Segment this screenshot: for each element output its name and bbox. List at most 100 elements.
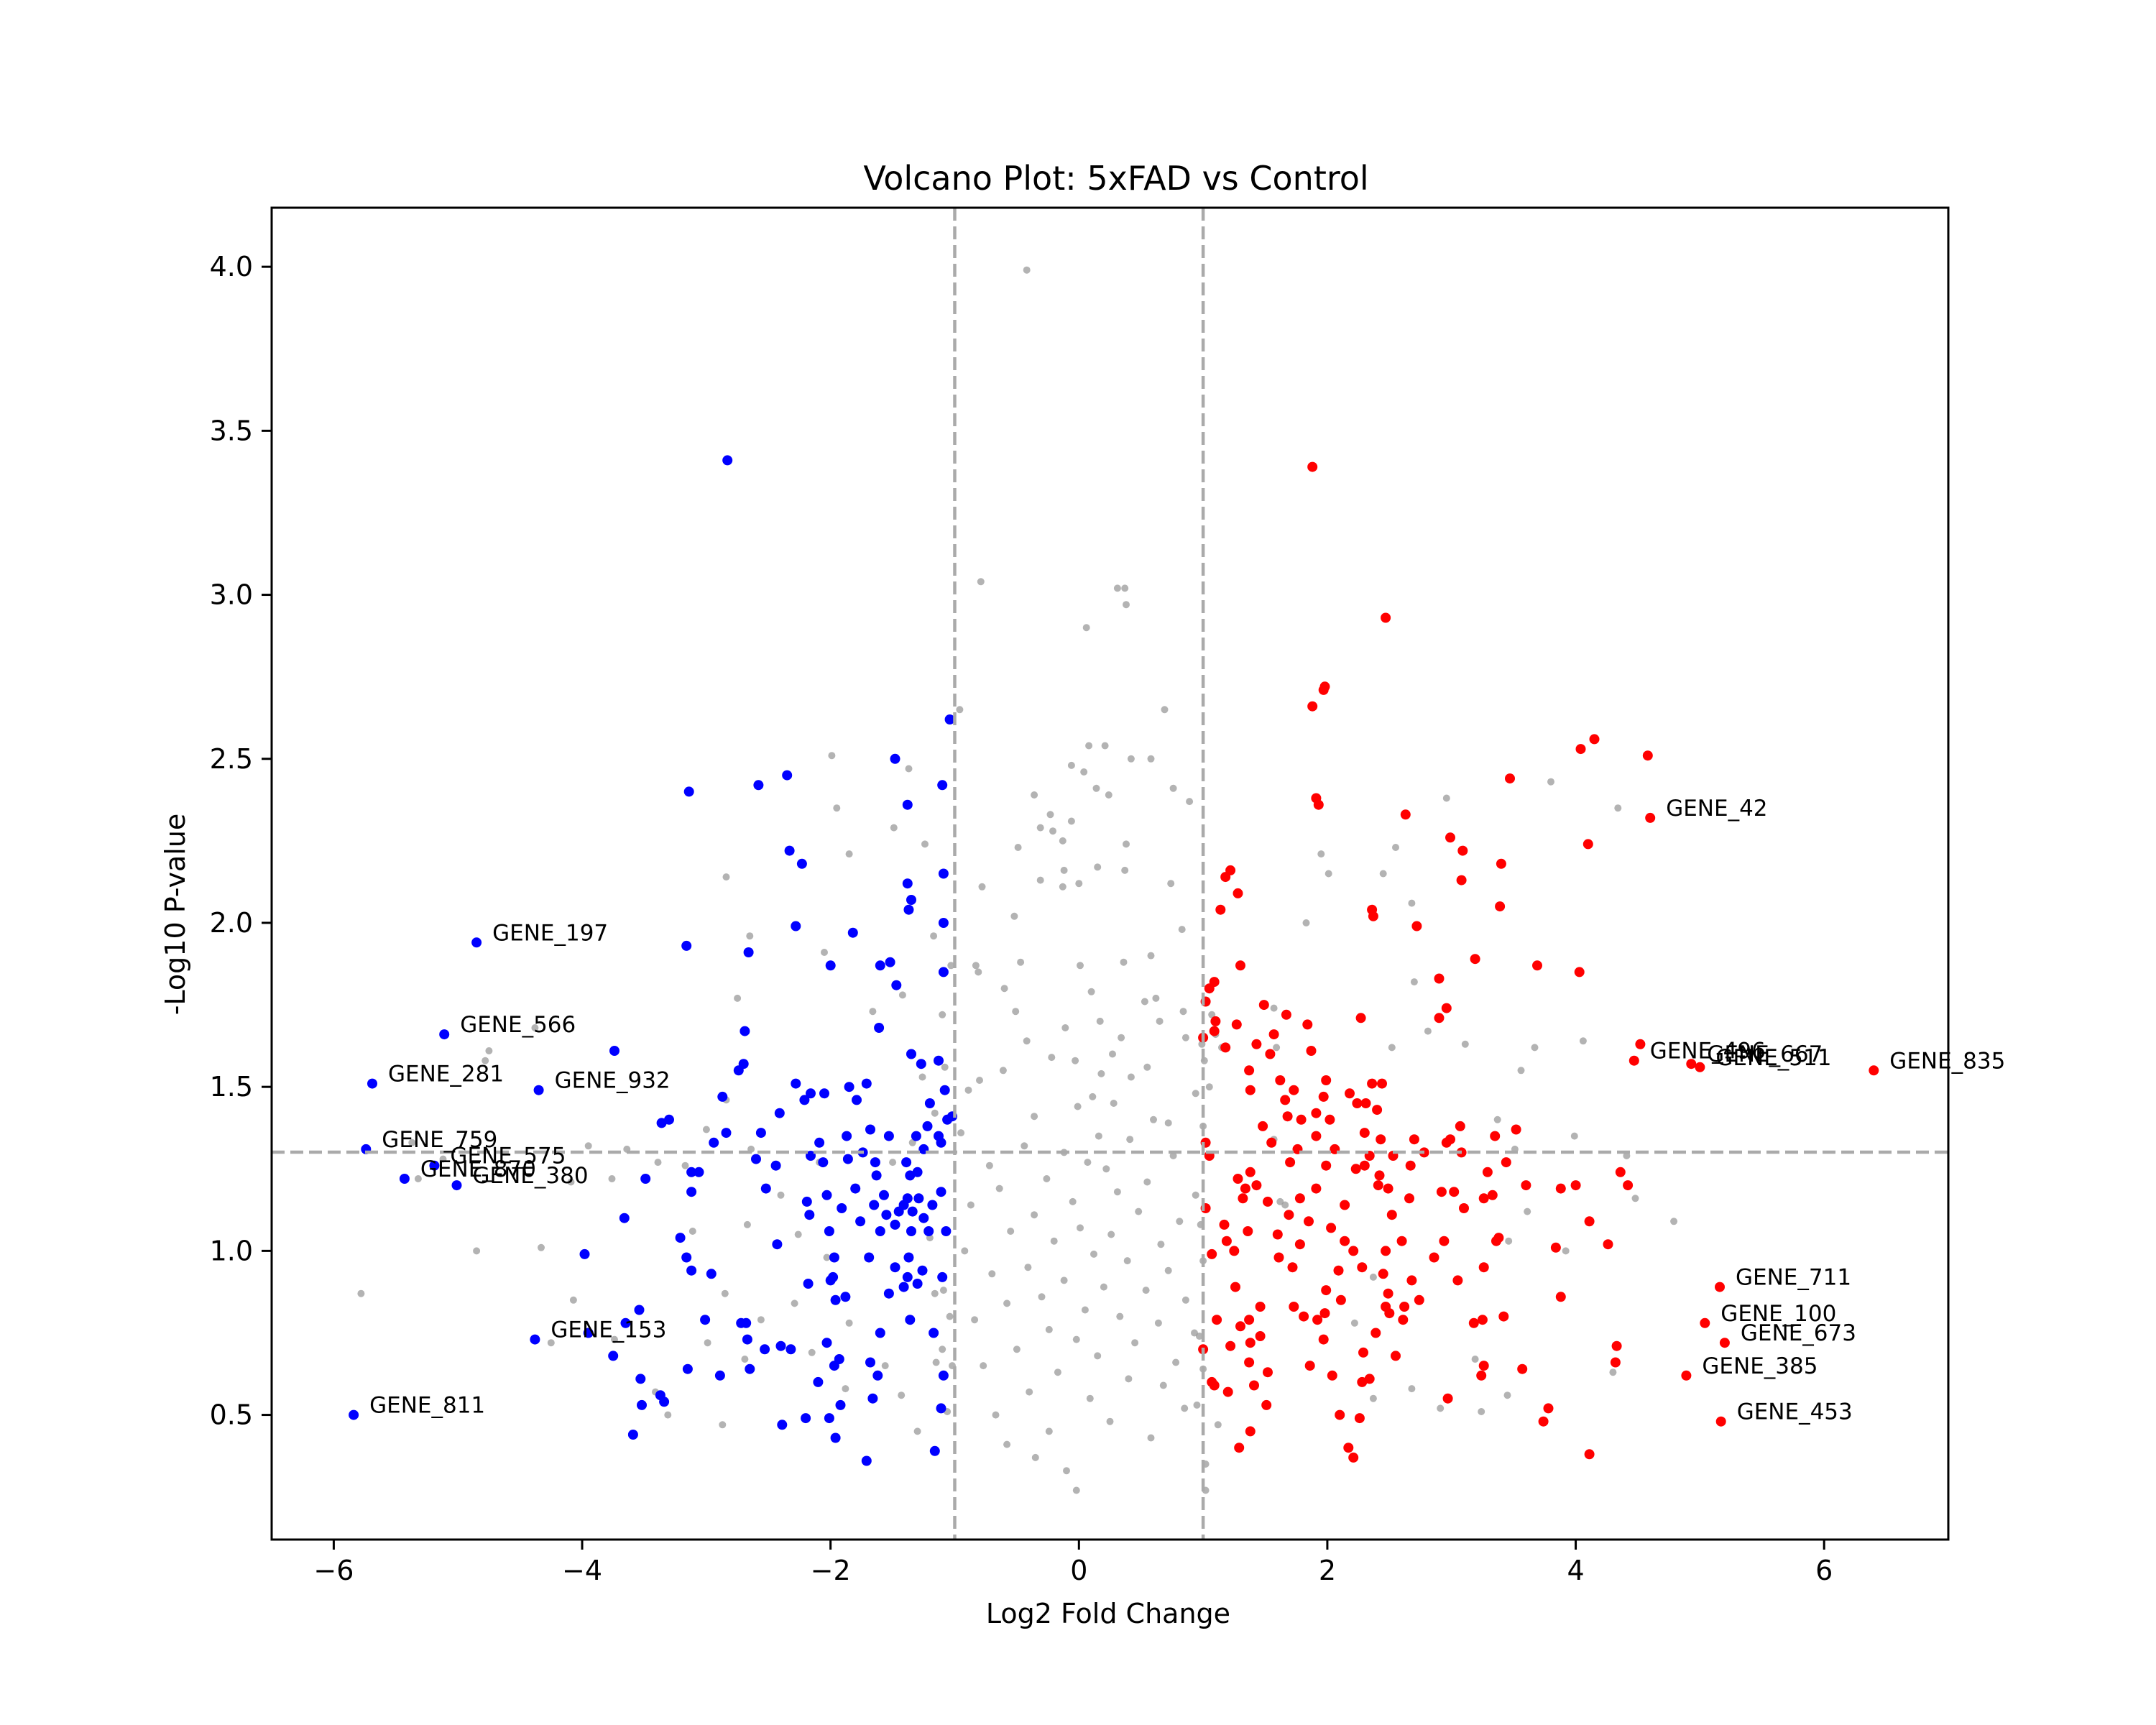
data-point-ns: [1094, 863, 1102, 871]
data-point-up: [1459, 1203, 1469, 1213]
gene-label: GENE_42: [1666, 796, 1767, 822]
data-point-down: [918, 1213, 929, 1223]
data-point-up: [1359, 1160, 1370, 1171]
data-point-ns: [1152, 994, 1160, 1002]
data-point-ns: [921, 840, 929, 848]
data-point-ns: [531, 1024, 539, 1031]
data-point-down: [906, 895, 916, 905]
y-axis-label: -Log10 P-value: [160, 814, 191, 1016]
data-point-down: [760, 1344, 770, 1355]
data-point-down: [717, 1091, 728, 1102]
data-point-ns: [1094, 1352, 1102, 1360]
gene-label: GENE_673: [1741, 1320, 1856, 1346]
data-point-ns: [611, 1335, 618, 1343]
data-point-ns: [1123, 840, 1130, 848]
y-tick-label: 1.5: [210, 1071, 253, 1103]
data-point-ns: [905, 765, 913, 773]
data-point-ns: [1325, 870, 1332, 878]
data-point-down: [842, 1154, 853, 1164]
data-point-up: [1642, 750, 1653, 761]
data-point-down: [429, 1160, 440, 1171]
data-point-down: [818, 1157, 829, 1168]
data-point-ns: [1570, 1132, 1578, 1140]
data-point-down: [829, 1361, 839, 1371]
data-point-up: [1311, 1108, 1322, 1118]
data-point-down: [786, 1344, 796, 1355]
data-point-up: [1491, 1236, 1501, 1246]
data-point-up: [1455, 1121, 1465, 1131]
data-point-ns: [1167, 880, 1175, 888]
data-point-up: [1321, 1075, 1332, 1085]
data-point-ns: [1109, 1050, 1116, 1058]
data-point-up: [1603, 1239, 1613, 1250]
data-point-ns: [722, 873, 730, 881]
data-point-ns: [1131, 1339, 1139, 1347]
data-point-ns: [1281, 1201, 1289, 1209]
data-point-ns: [1127, 755, 1135, 763]
data-point-ns: [1007, 1228, 1015, 1235]
data-point-ns: [704, 1339, 711, 1347]
data-point-ns: [1116, 1312, 1124, 1320]
data-point-ns: [828, 752, 836, 760]
data-point-ns: [976, 1077, 983, 1084]
data-point-up: [1251, 1180, 1262, 1191]
gene-label: GENE_380: [473, 1163, 589, 1189]
data-point-ns: [1036, 876, 1044, 884]
data-point-down: [907, 1206, 918, 1217]
data-point-ns: [1369, 1394, 1377, 1402]
data-point-down: [905, 1315, 916, 1325]
data-point-ns: [999, 1067, 1007, 1075]
x-tick-label: −6: [313, 1555, 354, 1586]
data-point-ns: [908, 1138, 916, 1146]
data-point-ns: [931, 1289, 939, 1297]
data-point-up: [1268, 1029, 1279, 1040]
data-point-ns: [1102, 1165, 1110, 1173]
data-point-ns: [1147, 755, 1155, 763]
data-point-up: [1312, 1315, 1323, 1325]
data-point-up: [1574, 967, 1585, 978]
x-axis-ticks: −6 −4 −2 0 2 4 6: [313, 1540, 1833, 1586]
data-point-up: [1610, 1357, 1621, 1368]
data-point-ns: [1195, 1333, 1203, 1340]
data-point-up: [1335, 1409, 1345, 1420]
data-point-down: [850, 1183, 861, 1194]
data-point-up: [1345, 1088, 1355, 1099]
data-point-ns: [1105, 791, 1112, 799]
data-point-down: [635, 1374, 646, 1384]
data-point-up: [1406, 1275, 1417, 1286]
data-point-ns: [1273, 1044, 1281, 1052]
data-point-down: [714, 1370, 725, 1381]
data-point-ns: [869, 1008, 877, 1016]
data-point-down: [799, 1095, 810, 1105]
data-point-ns: [1493, 1116, 1501, 1123]
data-point-ns: [1106, 1417, 1114, 1425]
data-point-ns: [980, 1362, 987, 1370]
data-point-ns: [414, 1175, 422, 1182]
data-point-up: [1501, 1157, 1511, 1168]
data-point-ns: [1096, 1017, 1104, 1025]
data-point-down: [742, 1334, 752, 1345]
data-point-ns: [741, 1356, 749, 1363]
data-point-up: [1285, 1157, 1296, 1168]
data-point-down: [821, 1338, 832, 1348]
data-point-ns: [1014, 844, 1022, 851]
data-point-ns: [1424, 1027, 1432, 1035]
data-point-down: [743, 947, 754, 957]
gene-label: GENE_932: [555, 1068, 671, 1094]
data-point-ns: [408, 1138, 416, 1146]
gene-label: GENE_197: [492, 920, 608, 946]
data-point-up: [1272, 1229, 1283, 1240]
data-point-ns: [1067, 817, 1075, 825]
data-point-ns: [1169, 784, 1177, 792]
data-point-up: [1240, 1183, 1250, 1194]
data-point-down: [753, 780, 764, 791]
data-point-up: [1245, 1338, 1256, 1348]
data-point-down: [721, 1128, 732, 1138]
data-point-ns: [1471, 1356, 1479, 1363]
data-point-down: [844, 1082, 854, 1092]
data-point-down: [770, 1160, 781, 1171]
data-point-ns: [688, 1228, 696, 1235]
data-point-ns: [1193, 1401, 1201, 1409]
data-point-ns: [1156, 1017, 1164, 1025]
data-point-up: [1521, 1180, 1531, 1191]
